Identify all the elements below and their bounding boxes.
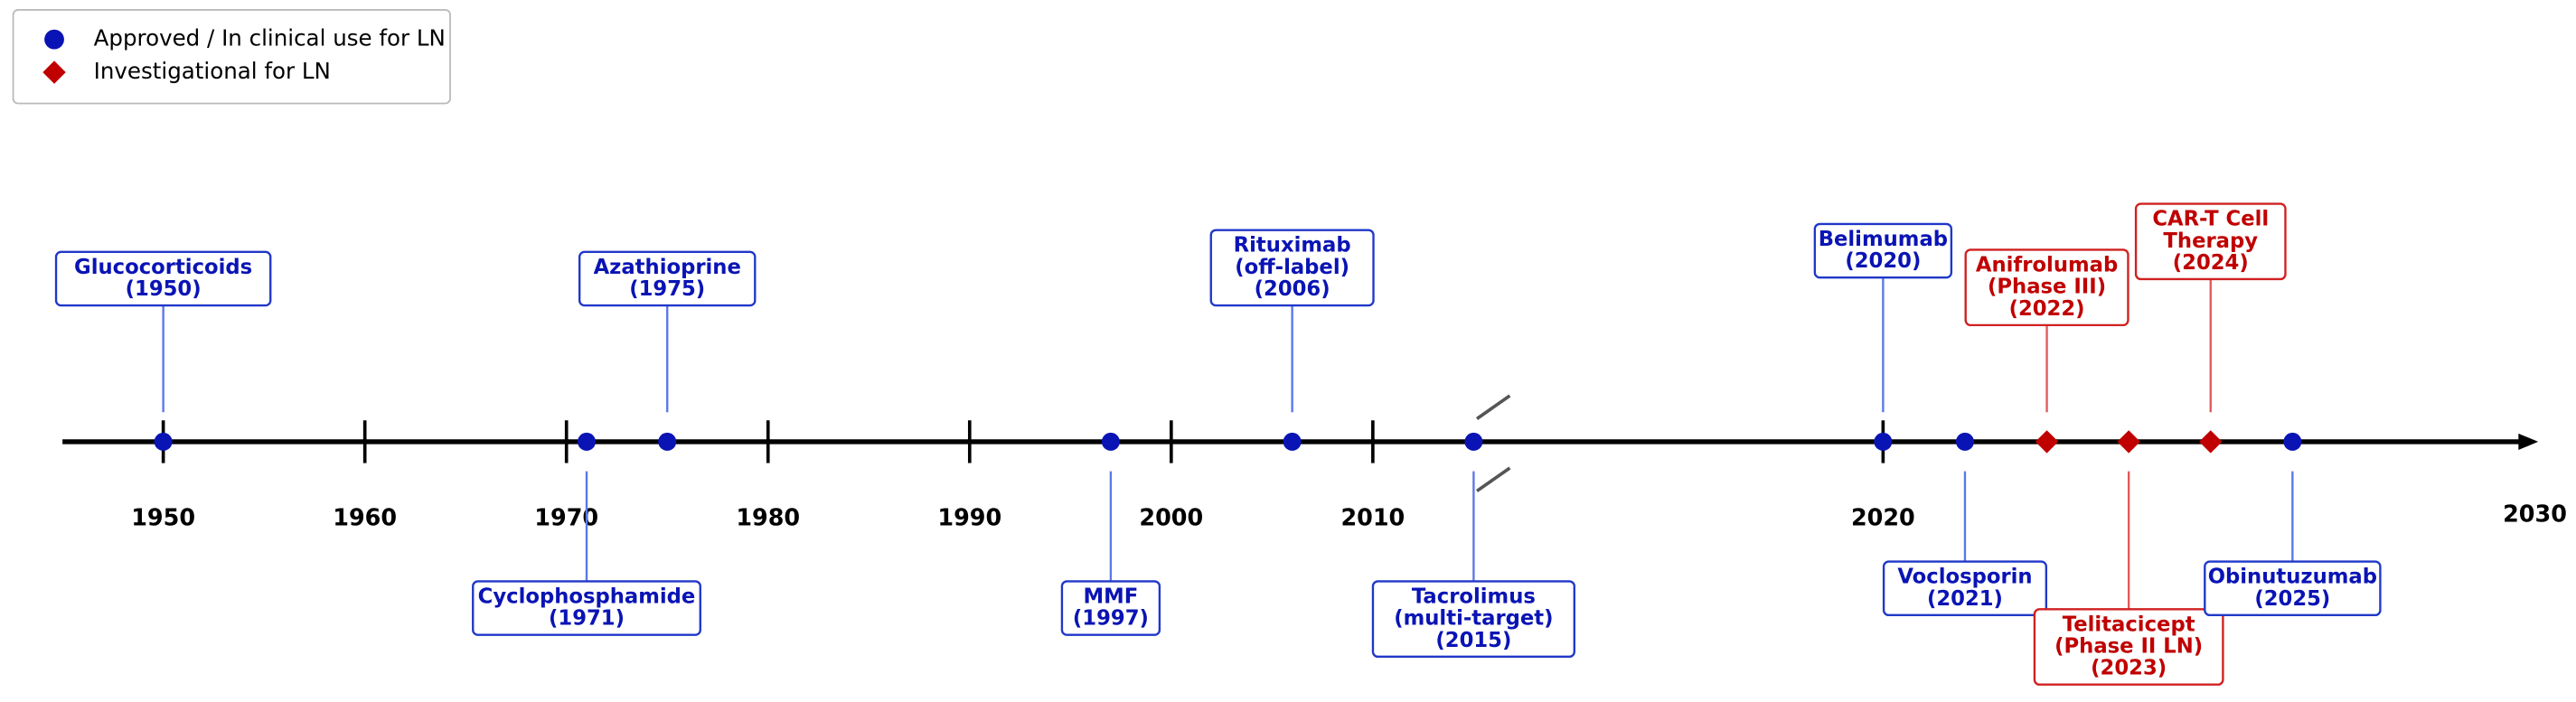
event-label: Glucocorticoids(1950): [54, 250, 272, 307]
label-box: [1813, 222, 1953, 279]
event-label: Voclosporin(2021): [1882, 560, 2048, 617]
label-box: [1964, 248, 2129, 327]
event-marker: [1283, 432, 1302, 451]
event-marker: [578, 432, 597, 451]
event-label: MMF(1997): [1060, 580, 1161, 636]
label-text: CAR-T Cell: [2152, 208, 2269, 231]
event-label: Tacrolimus(multi-target)(2015): [1371, 580, 1575, 659]
label-text: (1997): [1073, 607, 1149, 631]
label-text: (2006): [1255, 277, 1330, 301]
x-tick-label: 2030: [2503, 501, 2567, 528]
label-box: [1060, 580, 1161, 636]
event-marker: [2283, 432, 2302, 451]
label-box: [472, 580, 701, 636]
label-box: [2134, 202, 2287, 281]
event-marker: [658, 432, 677, 451]
label-text: (2024): [2173, 251, 2249, 275]
x-tick-label: 1970: [534, 503, 598, 530]
event-label: Belimumab(2020): [1813, 222, 1953, 279]
label-text: (Phase II LN): [2054, 635, 2203, 659]
event-label: Obinutuzumab(2025): [2204, 560, 2382, 617]
label-box: [54, 250, 272, 307]
event-marker: [1101, 432, 1120, 451]
legend-label: Investigational for LN: [94, 58, 331, 84]
label-text: Voclosporin: [1897, 566, 2032, 589]
legend-marker: [42, 61, 66, 84]
event-label: Rituximab(off-label)(2006): [1209, 229, 1375, 307]
label-text: (2020): [1845, 249, 1921, 273]
label-text: (2022): [2009, 297, 2085, 321]
event-label: Anifrolumab(Phase III)(2022): [1964, 248, 2129, 327]
label-text: (off-label): [1235, 256, 1349, 279]
event-marker: [2035, 430, 2059, 454]
label-text: Anifrolumab: [1976, 253, 2118, 276]
event-label: Telitacicept(Phase II LN)(2023): [2033, 608, 2224, 686]
axis-arrow: [2518, 433, 2539, 451]
label-text: Telitacicept: [2063, 613, 2195, 636]
label-text: (1971): [549, 607, 625, 631]
legend-marker: [44, 29, 64, 50]
event-marker: [1464, 432, 1483, 451]
x-tick-label: 2020: [1851, 503, 1915, 530]
event-label: Cyclophosphamide(1971): [472, 580, 701, 636]
event-marker: [2199, 430, 2223, 454]
label-text: (2021): [1927, 587, 2003, 611]
x-tick-label: 1950: [131, 503, 195, 530]
label-text: Rituximab: [1234, 234, 1351, 257]
x-tick-label: 1960: [333, 503, 397, 530]
event-label: Azathioprine(1975): [578, 250, 757, 307]
label-box: [1882, 560, 2048, 617]
label-box: [578, 250, 757, 307]
event-marker: [1955, 432, 1974, 451]
label-text: (2025): [2254, 587, 2330, 611]
x-tick-label: 1990: [937, 503, 1001, 530]
legend-box: [12, 8, 451, 105]
label-text: Azathioprine: [594, 256, 741, 279]
label-text: (multi-target): [1394, 607, 1553, 631]
label-text: Cyclophosphamide: [478, 585, 696, 608]
axis-break-mark: [1475, 394, 1511, 420]
x-tick-label: 2010: [1340, 503, 1405, 530]
label-text: Tacrolimus: [1412, 585, 1536, 608]
label-text: Obinutuzumab: [2208, 566, 2377, 589]
event-marker: [1874, 432, 1893, 451]
label-box: [2204, 560, 2382, 617]
label-text: (1950): [126, 277, 202, 301]
axis-break-mark: [1475, 466, 1511, 492]
label-text: MMF: [1084, 585, 1139, 608]
label-box: [1209, 229, 1375, 307]
label-text: (Phase III): [1988, 276, 2106, 299]
label-text: (1975): [629, 277, 705, 301]
x-tick-label: 1980: [736, 503, 800, 530]
label-box: [1371, 580, 1575, 659]
label-text: (2015): [1435, 629, 1511, 652]
label-text: Therapy: [2163, 229, 2258, 253]
label-text: Glucocorticoids: [74, 256, 252, 279]
event-marker: [154, 432, 173, 451]
label-text: Belimumab: [1819, 228, 1948, 251]
legend-label: Approved / In clinical use for LN: [94, 25, 446, 51]
label-box: [2033, 608, 2224, 686]
x-tick-label: 2000: [1139, 503, 1203, 530]
event-marker: [2117, 430, 2140, 454]
label-text: (2023): [2091, 657, 2167, 680]
